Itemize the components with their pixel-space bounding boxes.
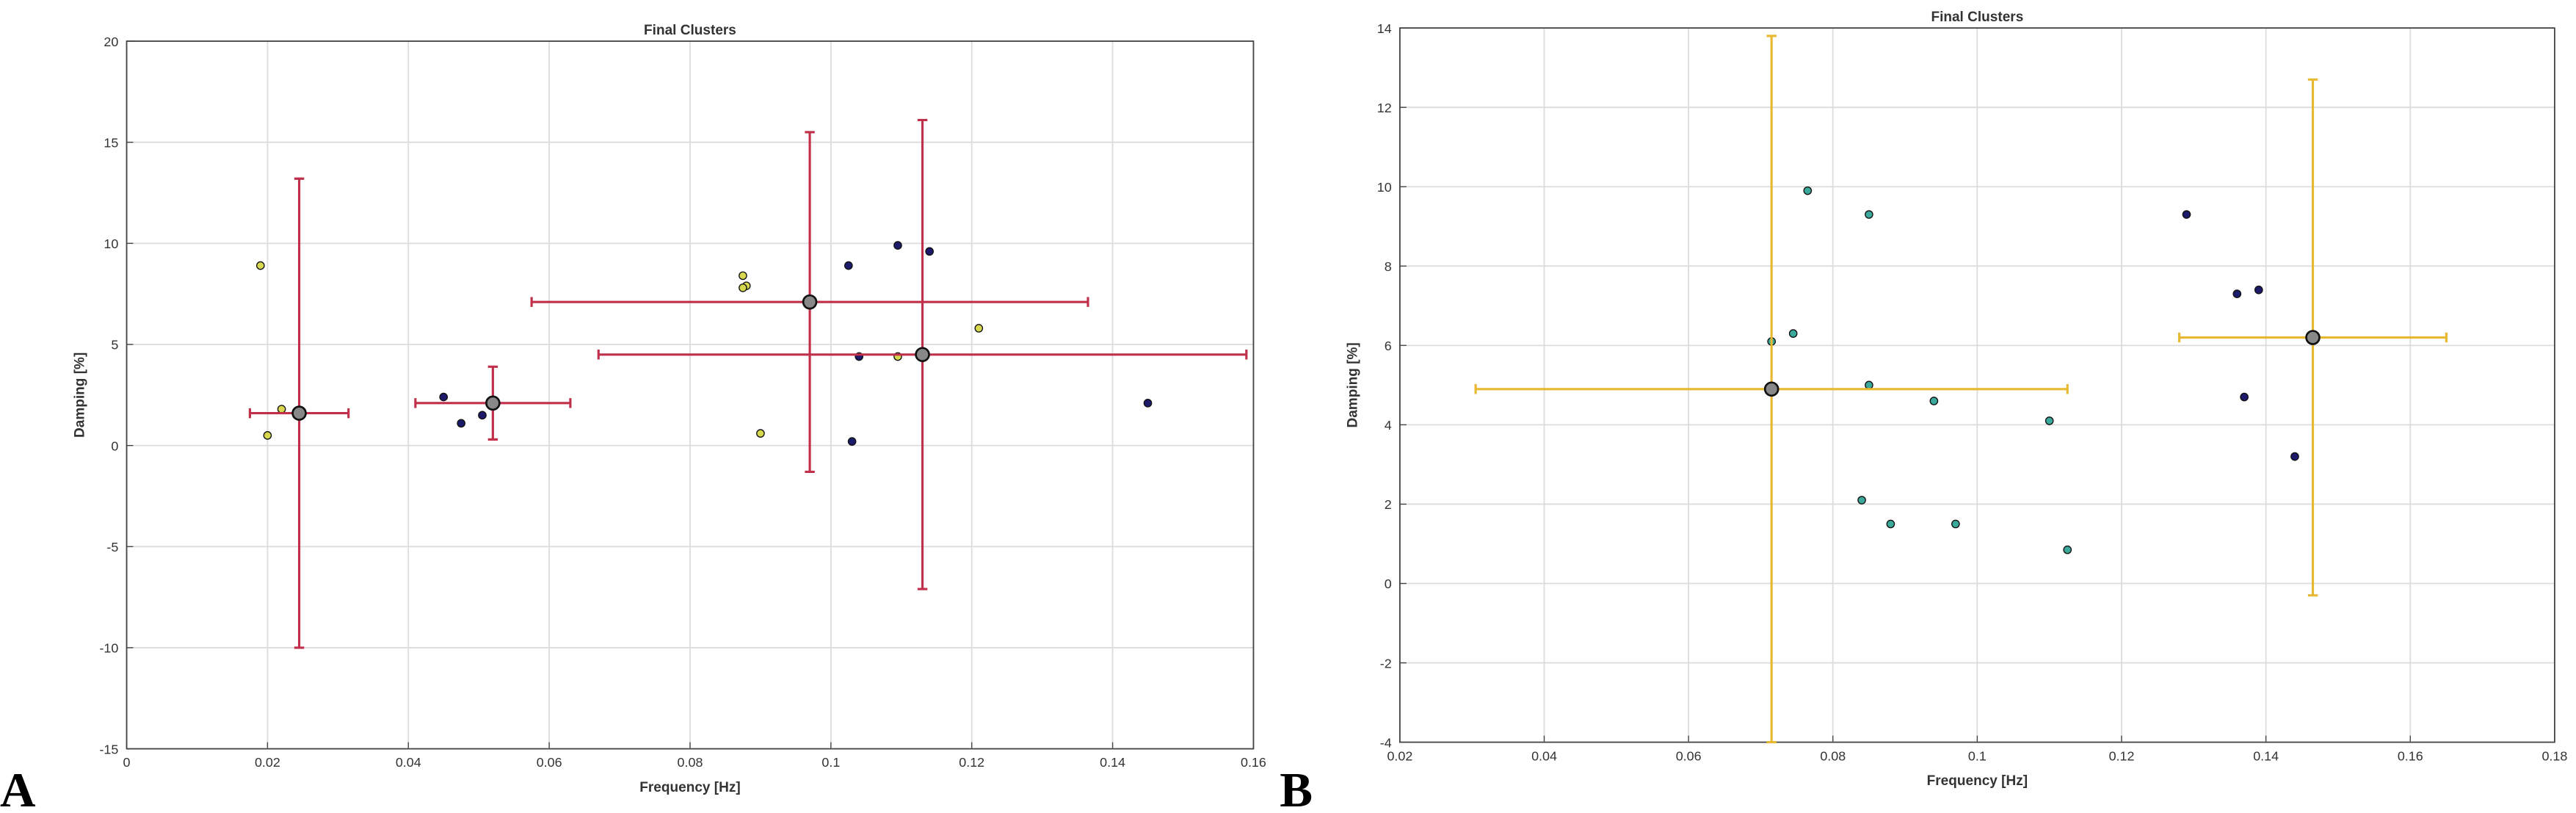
chart-title: Final Clusters xyxy=(1931,10,2023,25)
x-axis-label: Frequency [Hz] xyxy=(1927,773,2028,789)
y-tick-label: 0 xyxy=(111,438,118,453)
x-tick-label: 0.14 xyxy=(2253,748,2279,763)
cluster-center xyxy=(291,405,307,421)
data-point xyxy=(974,324,984,333)
cluster-center xyxy=(915,347,930,363)
y-axis-label: Damping [%] xyxy=(72,353,87,438)
x-tick-label: 0.1 xyxy=(1968,748,1987,763)
y-tick-label: -2 xyxy=(1380,656,1392,671)
data-point xyxy=(457,419,466,428)
y-tick-label: -5 xyxy=(106,540,118,554)
y-tick-label: 8 xyxy=(1385,259,1392,274)
x-tick-label: 0.04 xyxy=(1531,748,1557,763)
y-tick-label: -15 xyxy=(99,742,118,756)
panel-label: B xyxy=(1280,762,1313,813)
chart-title: Final Clusters xyxy=(644,23,736,38)
data-point xyxy=(1857,496,1866,505)
data-point xyxy=(2290,452,2299,461)
x-axis-label: Frequency [Hz] xyxy=(639,780,740,795)
data-point xyxy=(739,283,747,292)
data-point xyxy=(1865,380,1873,390)
y-tick-label: -10 xyxy=(99,641,118,656)
data-point xyxy=(1143,399,1153,408)
y-tick-label: -4 xyxy=(1380,735,1392,750)
cluster-center xyxy=(2305,330,2321,345)
x-tick-label: 0.16 xyxy=(1241,755,1266,770)
x-tick-label: 0 xyxy=(123,755,131,770)
x-tick-label: 0.12 xyxy=(2109,748,2135,763)
data-point xyxy=(1865,210,1873,219)
x-tick-label: 0.1 xyxy=(821,755,840,770)
x-tick-label: 0.08 xyxy=(678,755,703,770)
y-tick-label: 14 xyxy=(1377,21,1392,36)
data-point xyxy=(2063,545,2072,554)
cluster-center xyxy=(1763,381,1779,397)
y-tick-label: 4 xyxy=(1385,418,1392,433)
y-tick-label: 10 xyxy=(1377,180,1392,195)
axes-box xyxy=(126,40,1255,750)
data-point xyxy=(1886,519,1895,529)
data-point xyxy=(1788,329,1798,338)
data-point xyxy=(2254,285,2263,295)
data-point xyxy=(2240,392,2249,402)
data-point xyxy=(1951,519,1960,529)
data-point xyxy=(2045,416,2054,425)
x-tick-label: 0.14 xyxy=(1100,755,1125,770)
cluster-center xyxy=(485,395,501,411)
y-tick-label: 6 xyxy=(1385,339,1392,353)
y-tick-label: 15 xyxy=(104,135,118,150)
x-tick-label: 0.08 xyxy=(1820,748,1846,763)
data-point xyxy=(478,411,487,420)
data-point xyxy=(925,247,934,256)
x-tick-label: 0.02 xyxy=(255,755,280,770)
data-point xyxy=(263,431,272,440)
data-point xyxy=(439,392,449,402)
x-tick-label: 0.02 xyxy=(1387,748,1412,763)
data-point xyxy=(847,437,857,446)
data-point xyxy=(2232,289,2242,298)
x-tick-label: 0.04 xyxy=(396,755,421,770)
data-point xyxy=(277,405,286,413)
data-point xyxy=(1803,186,1813,195)
y-tick-label: 5 xyxy=(111,338,118,353)
cluster-center xyxy=(802,294,818,310)
x-tick-label: 0.12 xyxy=(959,755,984,770)
panel-label: A xyxy=(0,762,36,813)
y-tick-label: 2 xyxy=(1385,497,1392,512)
y-tick-label: 0 xyxy=(1385,577,1392,591)
data-point xyxy=(756,429,765,438)
y-tick-label: 12 xyxy=(1377,101,1392,115)
x-tick-label: 0.06 xyxy=(1676,748,1702,763)
data-point xyxy=(1929,397,1939,405)
y-tick-label: 20 xyxy=(104,35,118,49)
y-tick-label: 10 xyxy=(104,236,118,251)
data-point xyxy=(893,241,902,250)
x-tick-label: 0.16 xyxy=(2398,748,2423,763)
x-tick-label: 0.06 xyxy=(537,755,562,770)
data-point xyxy=(2182,210,2191,219)
data-point xyxy=(844,261,853,270)
axes-box xyxy=(1398,27,2555,743)
x-tick-label: 0.18 xyxy=(2541,748,2567,763)
y-axis-label: Damping [%] xyxy=(1346,342,1361,427)
data-point xyxy=(739,271,747,281)
data-point xyxy=(255,261,265,270)
